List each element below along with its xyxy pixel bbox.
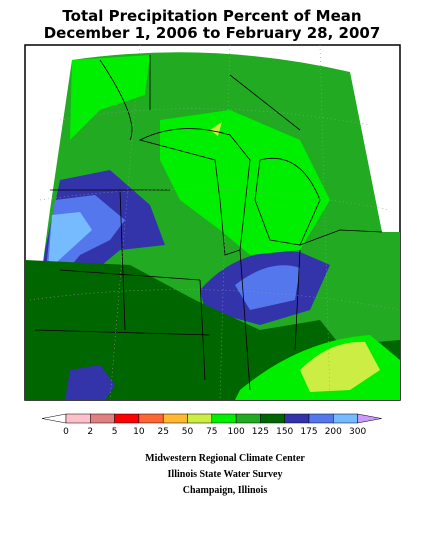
- legend-label: 10: [133, 427, 145, 437]
- legend-swatch: [260, 413, 285, 424]
- legend-label: 50: [182, 427, 194, 437]
- legend-label: 25: [157, 427, 168, 437]
- legend-label: 200: [325, 427, 342, 437]
- legend-label: 300: [349, 427, 366, 437]
- legend-label: 125: [252, 427, 269, 437]
- legend-swatch: [308, 413, 334, 424]
- legend-swatch: [211, 413, 237, 424]
- credit-line: Champaign, Illinois: [183, 485, 268, 496]
- legend-label: 0: [63, 427, 69, 437]
- credit-line: Illinois State Water Survey: [168, 469, 283, 480]
- legend-swatch: [235, 413, 261, 424]
- credit-line: Midwestern Regional Climate Center: [145, 453, 305, 464]
- legend-swatch: [114, 413, 140, 424]
- legend-label: 100: [228, 427, 245, 437]
- legend-label: 75: [206, 427, 217, 437]
- legend-swatch: [65, 413, 91, 424]
- legend-label: 150: [276, 427, 293, 437]
- legend-swatch: [333, 413, 358, 424]
- legend-arrow: [41, 413, 67, 424]
- subtitle: December 1, 2006 to February 28, 2007: [44, 24, 381, 42]
- legend-swatch: [138, 413, 164, 424]
- legend-label: 175: [300, 427, 317, 437]
- map: [24, 44, 401, 401]
- legend-swatch: [284, 413, 310, 424]
- legend-label: 2: [87, 427, 93, 437]
- legend-label: 5: [112, 427, 118, 437]
- legend-swatch: [162, 413, 188, 424]
- legend-arrow: [357, 413, 382, 424]
- legend-swatch: [187, 413, 213, 424]
- legend-swatch: [90, 413, 115, 424]
- legend: 0 2 5 10 25 50 75 100 125 150 175 200 300: [41, 413, 382, 437]
- title: Total Precipitation Percent of Mean: [62, 7, 361, 25]
